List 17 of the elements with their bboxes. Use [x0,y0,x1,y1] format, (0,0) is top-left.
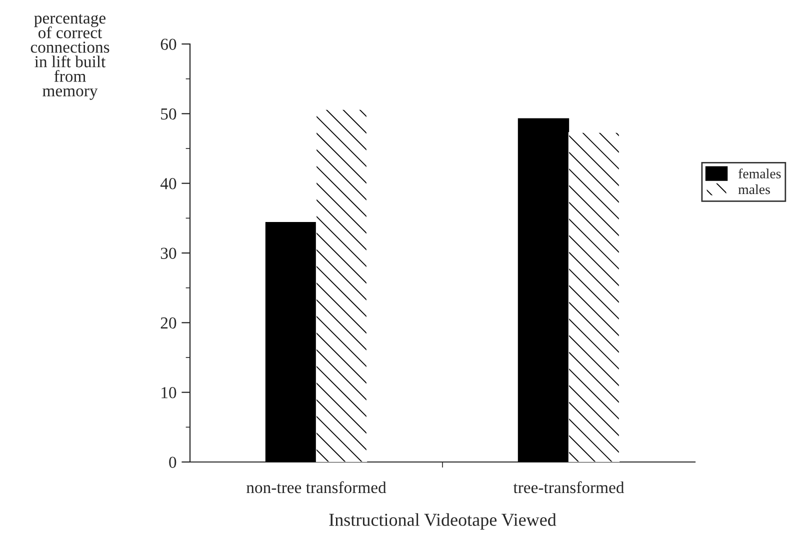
x-tick-label: non-tree transformed [246,481,386,494]
x-tick-label: tree-transformed [513,481,624,494]
bar [518,118,570,462]
y-tick-label: 30 [160,248,176,259]
bar [316,109,368,462]
y-tick-label: 20 [160,317,176,329]
y-tick-label: 40 [160,178,176,190]
y-tick-label: 60 [160,38,176,50]
x-axis-title: Instructional Videotape Viewed [329,513,556,530]
legend-label: males [738,184,770,194]
y-tick-label: 10 [162,387,176,398]
y-tick-label: 0 [169,456,176,468]
bar [265,222,317,462]
bar [568,132,620,462]
legend-label: females [738,168,781,178]
y-tick-label: 50 [161,108,176,120]
y-axis-title: percentage of correct connections in lift built from memory [30,14,110,100]
